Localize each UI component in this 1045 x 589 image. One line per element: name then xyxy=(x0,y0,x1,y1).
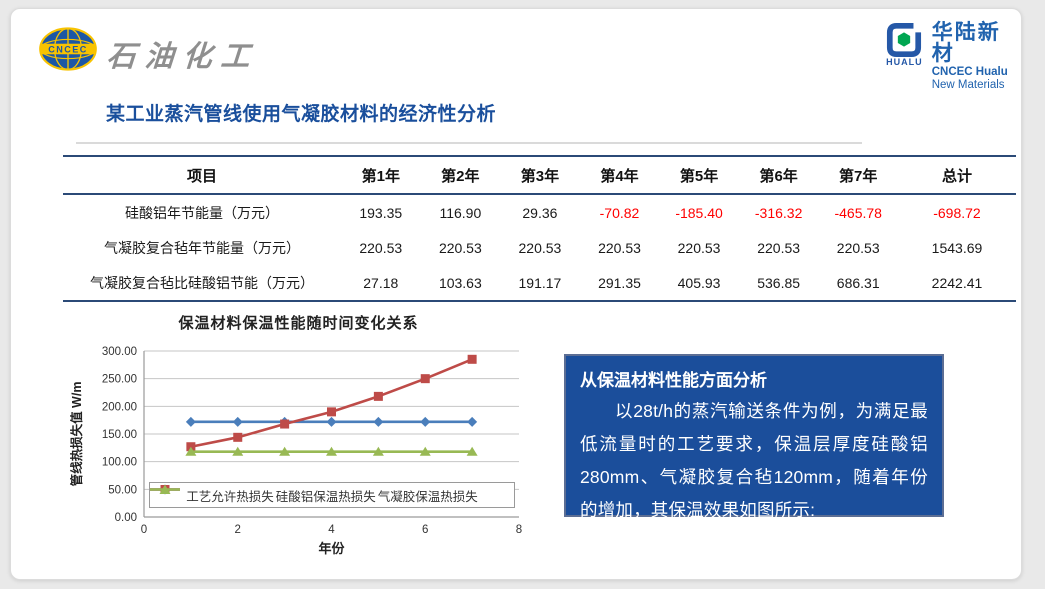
svg-text:8: 8 xyxy=(516,524,522,536)
table-row: 硅酸铝年节能量（万元） 193.35 116.90 29.36 -70.82 -185.4… xyxy=(63,195,1016,230)
hualu-logo-icon xyxy=(887,22,922,58)
legend-label: 工艺允许热损失 xyxy=(186,489,274,504)
chart-legend: 工艺允许热损失 硅酸铝保温热损失 气凝胶保温热损失 xyxy=(149,482,515,508)
table-cell: -698.72 xyxy=(933,204,981,221)
svg-text:年份: 年份 xyxy=(318,541,345,556)
hualu-logo: HUALU 华陆新材 CNCEC Hualu New Materials xyxy=(883,22,1021,91)
svg-text:250.00: 250.00 xyxy=(102,374,137,386)
table-cell: 220.53 xyxy=(598,239,641,256)
legend-item: 气凝胶保温热损失 xyxy=(150,484,478,505)
table-row-label: 气凝胶复合毡年节能量（万元） xyxy=(104,239,300,256)
hualu-name-en1: CNCEC Hualu xyxy=(931,66,1008,78)
table-cell: 291.35 xyxy=(598,274,641,291)
svg-text:150.00: 150.00 xyxy=(102,429,137,441)
triangle-marker-icon xyxy=(150,484,180,494)
table-header-cell: 第1年 xyxy=(361,167,400,185)
svg-text:4: 4 xyxy=(328,524,335,536)
table-cell: 116.90 xyxy=(439,204,482,221)
info-box-body: 以28t/h的蒸汽输送条件为例，为满足最低流量时的工艺要求，保温层厚度硅酸铝28… xyxy=(580,401,928,520)
legend-label: 硅酸铝保温热损失 xyxy=(275,489,376,504)
table-cell: 220.53 xyxy=(518,239,562,256)
slide: CNCEC 石油化工 HUALU 华陆新材 CNCEC Hualu New Ma… xyxy=(10,8,1022,580)
table-header-cell: 第6年 xyxy=(759,167,798,185)
legend-item: 硅酸铝保温热损失 xyxy=(150,485,376,505)
table-cell: 405.93 xyxy=(677,274,721,291)
table-cell: 191.17 xyxy=(518,274,562,291)
table-cell: 220.53 xyxy=(757,239,801,256)
table-cell: 193.35 xyxy=(359,204,403,221)
table-cell: -70.82 xyxy=(599,204,640,221)
table-cell: -316.32 xyxy=(754,204,803,221)
cncec-logo-icon: CNCEC xyxy=(39,27,97,71)
performance-chart: 0.00 50.00 100.00 150.00 200.00 250.00 300.00 0… xyxy=(61,339,536,577)
table-body: 硅酸铝年节能量（万元） 193.35 116.90 29.36 -70.82 -185.4… xyxy=(63,195,1016,300)
chart-title: 保温材料保温性能随时间变化关系 xyxy=(178,316,419,332)
title-divider xyxy=(76,142,862,144)
table-cell: 220.53 xyxy=(677,239,721,256)
svg-text:0.00: 0.00 xyxy=(115,512,137,524)
table-header-row: 项目 第1年 第2年 第3年 第4年 第5年 第6年 第7年 总计 xyxy=(63,157,1016,195)
table-header-cell: 第3年 xyxy=(520,167,560,185)
table-header-cell: 第2年 xyxy=(441,167,480,185)
table-cell: 1543.69 xyxy=(931,239,983,256)
table-cell: -465.78 xyxy=(834,204,882,221)
info-box: 从保温材料性能方面分析 以28t/h的蒸汽输送条件为例，为满足最低流量时的工艺要… xyxy=(564,354,944,520)
table-header-cell: 第5年 xyxy=(679,167,719,185)
svg-text:300.00: 300.00 xyxy=(102,346,137,358)
petro-brand-text: 石油化工 xyxy=(105,41,260,73)
legend-item: 工艺允许热损失 xyxy=(150,484,274,505)
table-cell: 2242.41 xyxy=(931,274,983,291)
table-row: 气凝胶复合毡年节能量（万元） 220.53 220.53 220.53 220.53 22… xyxy=(63,230,1016,265)
svg-text:6: 6 xyxy=(422,524,428,536)
table-header-cell: 项目 xyxy=(186,167,217,185)
table-row: 气凝胶复合毡比硅酸铝节能（万元） 27.18 103.63 191.17 291.35 4… xyxy=(63,265,1016,300)
chart-canvas: 0.00 50.00 100.00 150.00 200.00 250.00 300.00 0… xyxy=(69,346,522,556)
table-header-cell: 第4年 xyxy=(600,167,639,185)
svg-text:50.00: 50.00 xyxy=(108,484,137,496)
table-cell: 103.63 xyxy=(438,274,482,291)
svg-text:100.00: 100.00 xyxy=(102,457,137,469)
table-cell: 220.53 xyxy=(359,239,403,256)
svg-text:CNCEC: CNCEC xyxy=(48,44,88,54)
table-cell: 536.85 xyxy=(757,274,801,291)
table-row-label: 硅酸铝年节能量（万元） xyxy=(125,204,279,221)
table-row-label: 气凝胶复合毡比硅酸铝节能（万元） xyxy=(90,274,314,291)
table-cell: 29.36 xyxy=(522,204,558,221)
hualu-abbr-label: HUALU xyxy=(886,57,923,67)
hualu-name-cn: 华陆新材 xyxy=(931,21,1001,65)
svg-text:200.00: 200.00 xyxy=(102,401,137,413)
svg-text:2: 2 xyxy=(235,524,241,536)
table-cell: 686.31 xyxy=(836,274,880,291)
table-header-cell: 总计 xyxy=(941,167,972,185)
table-cell: -185.40 xyxy=(675,204,723,221)
economics-table: 项目 第1年 第2年 第3年 第4年 第5年 第6年 第7年 总计 硅酸铝年节能量（万元） 193… xyxy=(63,155,1016,302)
table-cell: 27.18 xyxy=(363,274,399,291)
hualu-name-en2: New Materials xyxy=(931,78,1005,91)
info-box-heading: 从保温材料性能方面分析 xyxy=(580,371,767,390)
svg-text:0: 0 xyxy=(141,524,147,536)
table-cell: 220.53 xyxy=(836,239,880,256)
svg-text:管线热损失值 W/m: 管线热损失值 W/m xyxy=(69,382,84,487)
legend-label: 气凝胶保温热损失 xyxy=(377,489,478,504)
table-cell: 220.53 xyxy=(438,239,482,256)
page-title: 某工业蒸汽管线使用气凝胶材料的经济性分析 xyxy=(106,104,497,125)
table-header-cell: 第7年 xyxy=(839,167,878,185)
